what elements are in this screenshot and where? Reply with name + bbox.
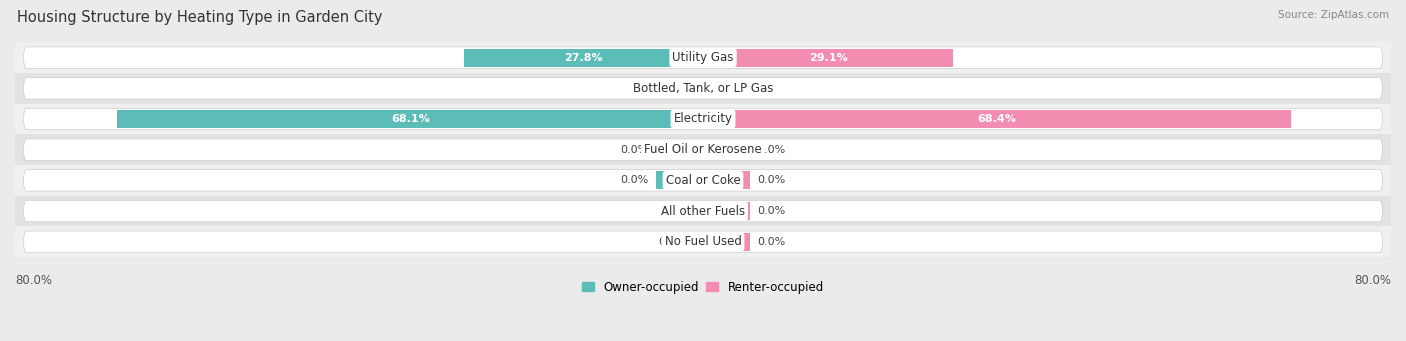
Bar: [700, 233, 703, 251]
Bar: [703, 233, 751, 251]
Text: 0.0%: 0.0%: [758, 175, 786, 186]
Bar: [15, 104, 1391, 134]
FancyBboxPatch shape: [24, 108, 1382, 130]
Bar: [15, 134, 1391, 165]
FancyBboxPatch shape: [24, 231, 1382, 252]
Text: 80.0%: 80.0%: [1354, 274, 1391, 287]
Text: 2.8%: 2.8%: [675, 83, 706, 93]
FancyBboxPatch shape: [24, 139, 1382, 160]
Bar: [703, 79, 725, 97]
Bar: [117, 110, 703, 128]
Bar: [703, 172, 751, 189]
Text: Coal or Coke: Coal or Coke: [665, 174, 741, 187]
Bar: [15, 165, 1391, 196]
Text: Source: ZipAtlas.com: Source: ZipAtlas.com: [1278, 10, 1389, 20]
Text: No Fuel Used: No Fuel Used: [665, 235, 741, 248]
Text: 1.1%: 1.1%: [683, 206, 714, 216]
Bar: [693, 202, 703, 220]
Text: Fuel Oil or Kerosene: Fuel Oil or Kerosene: [644, 143, 762, 156]
Legend: Owner-occupied, Renter-occupied: Owner-occupied, Renter-occupied: [578, 276, 828, 298]
FancyBboxPatch shape: [24, 77, 1382, 99]
Bar: [703, 49, 953, 66]
Text: 0.33%: 0.33%: [658, 237, 693, 247]
Text: Housing Structure by Heating Type in Garden City: Housing Structure by Heating Type in Gar…: [17, 10, 382, 25]
Text: Bottled, Tank, or LP Gas: Bottled, Tank, or LP Gas: [633, 82, 773, 95]
Bar: [15, 73, 1391, 104]
Text: All other Fuels: All other Fuels: [661, 205, 745, 218]
Text: 29.1%: 29.1%: [808, 53, 848, 63]
Text: 80.0%: 80.0%: [15, 274, 52, 287]
Text: 68.4%: 68.4%: [977, 114, 1017, 124]
Text: 2.6%: 2.6%: [699, 83, 730, 93]
Bar: [15, 196, 1391, 226]
Text: 0.0%: 0.0%: [758, 206, 786, 216]
Bar: [655, 141, 703, 159]
FancyBboxPatch shape: [24, 47, 1382, 68]
Bar: [655, 172, 703, 189]
Text: 0.0%: 0.0%: [758, 237, 786, 247]
Bar: [703, 141, 751, 159]
Bar: [679, 79, 703, 97]
Bar: [15, 226, 1391, 257]
Text: 68.1%: 68.1%: [391, 114, 430, 124]
FancyBboxPatch shape: [24, 169, 1382, 191]
Bar: [15, 42, 1391, 73]
Text: Electricity: Electricity: [673, 113, 733, 125]
Bar: [464, 49, 703, 66]
Text: 0.0%: 0.0%: [620, 145, 648, 155]
Text: 27.8%: 27.8%: [564, 53, 603, 63]
Bar: [703, 110, 1291, 128]
FancyBboxPatch shape: [24, 200, 1382, 222]
Bar: [703, 202, 751, 220]
Text: 0.0%: 0.0%: [758, 145, 786, 155]
Text: 0.0%: 0.0%: [620, 175, 648, 186]
Text: Utility Gas: Utility Gas: [672, 51, 734, 64]
